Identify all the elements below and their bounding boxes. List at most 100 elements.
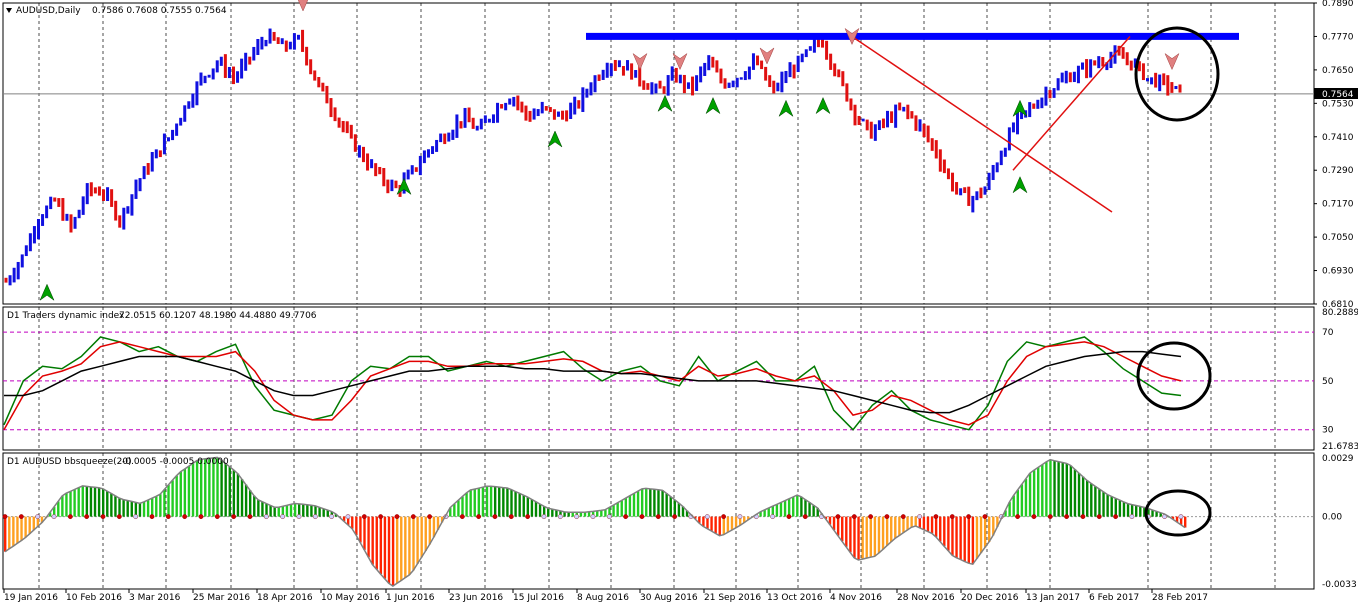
histogram-bar [1118,500,1122,517]
histogram-bar [248,490,252,517]
histogram-bar [257,499,260,517]
histogram-bar [898,516,901,536]
tdi-panel[interactable] [2,306,1315,451]
bear-bar [658,80,662,89]
price-bars [4,28,1182,286]
bull-bar [1044,86,1048,106]
histogram-bar [1090,483,1093,517]
histogram-bar [510,489,513,517]
bull-bar [1036,99,1040,109]
tdi-lines [3,336,1182,431]
histogram-bar [134,502,138,517]
squeeze-dot [133,514,139,520]
histogram-bar [861,516,864,560]
histogram-bar [698,516,701,524]
bull-bar [227,66,231,79]
squeeze-dot [982,514,988,520]
bull-bar [508,98,512,105]
date-tick-label: 30 Aug 2016 [640,593,698,603]
bear-bar [524,105,528,121]
bull-bar [999,150,1003,166]
bull-bar [422,150,426,164]
bear-bar [146,163,150,175]
bull-bar [431,146,435,154]
bbsqueeze-panel[interactable] [2,452,1315,590]
price-panel[interactable] [2,2,1315,305]
histogram-bar [645,488,648,517]
histogram-bar [894,516,897,539]
histogram-bar [1102,491,1105,517]
bull-bar [288,41,292,50]
bull-bar [41,214,45,226]
price-highlight-circle [1134,26,1220,122]
histogram-bar [849,516,852,553]
squeeze-dot [312,514,318,520]
histogram-bar [318,507,321,517]
bull-bar [268,28,272,44]
histogram-bar [20,516,23,541]
collapse-triangle-icon[interactable] [6,8,12,13]
histogram-bar [138,503,142,517]
histogram-bar [722,516,726,535]
bull-bar [49,196,53,210]
bear-bar [764,66,768,81]
date-tick-label: 28 Feb 2017 [1152,593,1208,603]
histogram-bar [1037,467,1040,517]
histogram-bar [1028,473,1032,517]
histogram-bar [371,516,374,565]
histogram-bar [8,516,11,549]
squeeze-dot [492,514,498,520]
histogram-bar [922,516,926,530]
bull-bar [585,88,589,98]
bear-bar [979,187,983,199]
histogram-bar [967,516,970,564]
tdi-panel-values: 72.0515 60.1207 48.1980 44.4880 49.7706 [119,311,317,321]
histogram-bar [559,510,562,517]
bull-bar [593,75,597,93]
bull-bar [731,80,735,88]
histogram-bar [930,516,934,534]
bull-bar [1020,110,1024,120]
histogram-bar [351,516,354,529]
bear-bar [638,66,642,87]
bear-bar [349,124,353,139]
histogram-bar [412,516,415,571]
sell-arrow-icon [672,52,688,71]
bull-bar [670,66,674,81]
buy-arrow-icon [547,130,563,148]
histogram-bar [387,516,391,584]
histogram-bar [126,500,129,517]
histogram-bar [726,516,730,533]
sell-arrow-icon [844,27,860,46]
bear-bar [857,115,861,125]
bull-bar [987,172,991,191]
histogram-bar [1061,462,1064,517]
histogram-bar [502,487,505,517]
histogram-bar [240,479,244,517]
histogram-bar [596,510,599,517]
histogram-bar [61,495,64,517]
date-tick-label: 13 Jan 2017 [1026,593,1080,603]
histogram-bar [857,516,860,560]
histogram-bar [440,516,444,523]
bull-bar [81,196,85,215]
bull-bar [215,60,219,73]
histogram-bar [1004,510,1007,517]
bear-bar [711,56,715,68]
bear-bar [101,189,105,202]
bear-bar [1170,82,1174,93]
squeeze-dot [280,514,286,520]
price-tick-label: 0.7410 [1322,133,1354,143]
squeeze-dot [508,514,514,520]
bear-bar [934,140,938,159]
squeeze-dot [378,514,384,520]
buy-arrow-icon [815,96,831,115]
bear-bar [317,76,321,88]
bull-bar [183,105,187,122]
bull-bar [1146,78,1150,82]
bull-bar [357,145,361,158]
bear-bar [841,71,845,87]
bear-bar [955,182,959,195]
squeeze-dot [1113,514,1118,520]
